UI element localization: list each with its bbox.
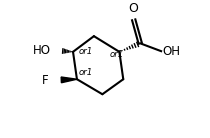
Polygon shape [61,77,77,83]
Text: or1: or1 [79,68,93,77]
Text: or1: or1 [110,50,124,59]
Text: or1: or1 [79,47,93,56]
Text: HO: HO [33,44,51,57]
Text: F: F [42,74,49,87]
Text: O: O [129,2,138,15]
Text: OH: OH [162,45,180,58]
